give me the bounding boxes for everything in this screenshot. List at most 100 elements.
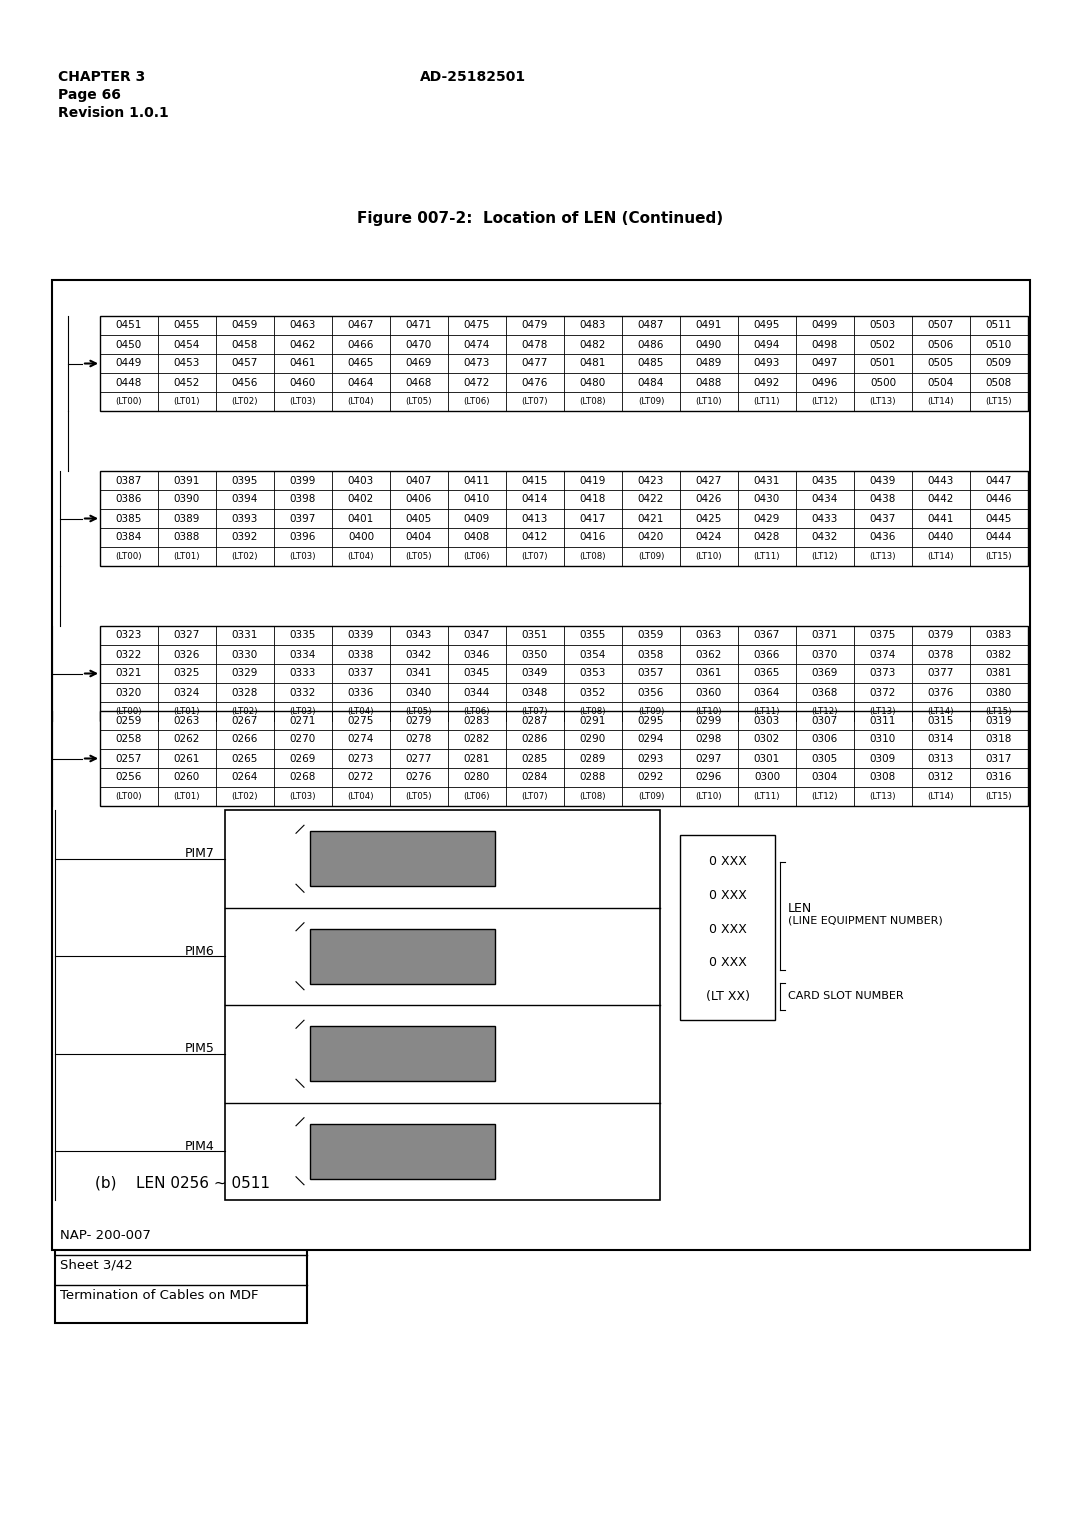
Text: 0279: 0279 <box>406 715 432 726</box>
Text: 0310: 0310 <box>869 735 896 744</box>
Text: 0287: 0287 <box>522 715 549 726</box>
Text: 0487: 0487 <box>638 321 664 330</box>
Text: 0272: 0272 <box>348 773 374 782</box>
Text: LEN: LEN <box>788 902 812 915</box>
Text: 0318: 0318 <box>986 735 1012 744</box>
Text: 0496: 0496 <box>812 377 838 388</box>
Text: 0382: 0382 <box>986 649 1012 660</box>
Text: PIM7: PIM7 <box>185 847 215 860</box>
Text: 0419: 0419 <box>580 475 606 486</box>
Text: 0291: 0291 <box>580 715 606 726</box>
Text: 0482: 0482 <box>580 339 606 350</box>
Text: 0406: 0406 <box>406 495 432 504</box>
Text: (LT02): (LT02) <box>232 552 258 561</box>
Text: 0430: 0430 <box>754 495 780 504</box>
Text: 0338: 0338 <box>348 649 374 660</box>
Text: 0365: 0365 <box>754 669 780 678</box>
Text: 0290: 0290 <box>580 735 606 744</box>
Text: 0415: 0415 <box>522 475 549 486</box>
Text: 0354: 0354 <box>580 649 606 660</box>
Bar <box>55 1225 307 1323</box>
Text: 0429: 0429 <box>754 513 780 524</box>
Text: 0267: 0267 <box>232 715 258 726</box>
Text: (LT07): (LT07) <box>522 707 549 717</box>
Text: 0507: 0507 <box>928 321 954 330</box>
Text: 0454: 0454 <box>174 339 200 350</box>
Text: 0277: 0277 <box>406 753 432 764</box>
Text: 0488: 0488 <box>696 377 723 388</box>
Text: 0458: 0458 <box>232 339 258 350</box>
Text: 0434: 0434 <box>812 495 838 504</box>
Text: 0401: 0401 <box>348 513 374 524</box>
Text: 0457: 0457 <box>232 359 258 368</box>
Bar <box>100 471 1028 565</box>
Bar <box>680 834 775 1021</box>
Text: 0492: 0492 <box>754 377 780 388</box>
Text: (LT15): (LT15) <box>986 552 1012 561</box>
Text: 0356: 0356 <box>638 688 664 697</box>
Text: 0306: 0306 <box>812 735 838 744</box>
Text: 0330: 0330 <box>232 649 258 660</box>
Text: 0432: 0432 <box>812 532 838 542</box>
Text: 0395: 0395 <box>232 475 258 486</box>
Text: (LT09): (LT09) <box>638 397 664 406</box>
Text: 0260: 0260 <box>174 773 200 782</box>
Bar <box>310 831 495 886</box>
Text: 0329: 0329 <box>232 669 258 678</box>
Text: 0427: 0427 <box>696 475 723 486</box>
Text: 0466: 0466 <box>348 339 374 350</box>
Text: 0297: 0297 <box>696 753 723 764</box>
Text: 0312: 0312 <box>928 773 955 782</box>
Text: 0479: 0479 <box>522 321 549 330</box>
Text: 0340: 0340 <box>406 688 432 697</box>
Text: 0345: 0345 <box>463 669 490 678</box>
Text: 0 XXX: 0 XXX <box>708 856 746 868</box>
Text: PIM4: PIM4 <box>186 1140 215 1152</box>
Text: 0504: 0504 <box>928 377 954 388</box>
Text: 0300: 0300 <box>754 773 780 782</box>
Text: (LT15): (LT15) <box>986 792 1012 801</box>
Text: 0408: 0408 <box>464 532 490 542</box>
Text: 0425: 0425 <box>696 513 723 524</box>
Text: 0317: 0317 <box>986 753 1012 764</box>
Text: 0273: 0273 <box>348 753 374 764</box>
Text: 0315: 0315 <box>928 715 955 726</box>
Text: 0404: 0404 <box>406 532 432 542</box>
Text: Sheet 3/42: Sheet 3/42 <box>60 1259 133 1271</box>
Text: 0288: 0288 <box>580 773 606 782</box>
Text: 0450: 0450 <box>116 339 143 350</box>
Text: 0443: 0443 <box>928 475 955 486</box>
Text: 0257: 0257 <box>116 753 143 764</box>
Text: 0337: 0337 <box>348 669 374 678</box>
Text: CARD SLOT NUMBER: CARD SLOT NUMBER <box>788 992 904 1001</box>
Text: PIM6: PIM6 <box>186 944 215 958</box>
Text: 0339: 0339 <box>348 631 374 640</box>
Text: 0448: 0448 <box>116 377 143 388</box>
Text: (LT08): (LT08) <box>580 792 606 801</box>
Text: 0322: 0322 <box>116 649 143 660</box>
Text: 0467: 0467 <box>348 321 374 330</box>
Text: 0396: 0396 <box>289 532 316 542</box>
Text: 0307: 0307 <box>812 715 838 726</box>
Text: 0503: 0503 <box>869 321 896 330</box>
Text: 0390: 0390 <box>174 495 200 504</box>
Text: 0299: 0299 <box>696 715 723 726</box>
Bar <box>100 711 1028 805</box>
Text: (LT10): (LT10) <box>696 792 723 801</box>
Text: 0444: 0444 <box>986 532 1012 542</box>
Text: 0293: 0293 <box>638 753 664 764</box>
Text: 0509: 0509 <box>986 359 1012 368</box>
Text: 0346: 0346 <box>463 649 490 660</box>
Text: Revision 1.0.1: Revision 1.0.1 <box>58 105 168 121</box>
Text: 0335: 0335 <box>289 631 316 640</box>
Text: 0387: 0387 <box>116 475 143 486</box>
Text: 0421: 0421 <box>638 513 664 524</box>
Text: 0265: 0265 <box>232 753 258 764</box>
Text: 0417: 0417 <box>580 513 606 524</box>
Text: 0280: 0280 <box>464 773 490 782</box>
Text: 0420: 0420 <box>638 532 664 542</box>
Text: 0453: 0453 <box>174 359 200 368</box>
Text: 0380: 0380 <box>986 688 1012 697</box>
Bar <box>100 316 1028 411</box>
Text: 0261: 0261 <box>174 753 200 764</box>
